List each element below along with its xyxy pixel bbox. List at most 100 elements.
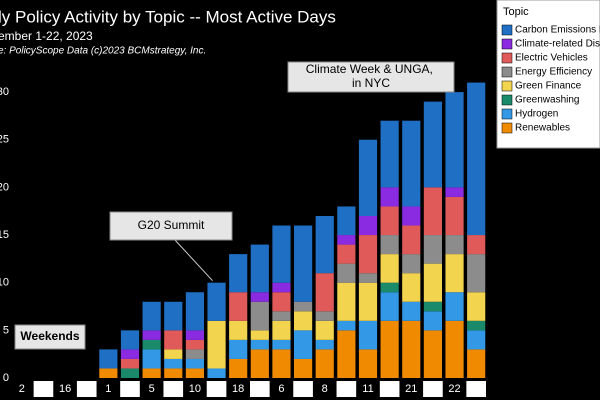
bar-segment — [120, 349, 140, 359]
annotation-line-text: in NYC — [352, 76, 390, 90]
legend-swatch — [501, 108, 513, 120]
x-tick-label: 1 — [105, 383, 111, 395]
bar-segment — [467, 235, 486, 255]
legend-label: Electric Vehicles — [515, 53, 588, 64]
legend-swatch — [501, 66, 513, 78]
x-label-box — [185, 381, 205, 397]
legend-swatch — [501, 94, 513, 106]
bar-segment — [185, 368, 204, 378]
bar-segment — [423, 311, 442, 331]
bar-segment — [380, 292, 399, 321]
chart-title: ly Policy Activity by Topic -- Most Acti… — [0, 7, 336, 26]
annotation-text: Weekends — [20, 329, 79, 343]
bar-segment — [423, 330, 442, 378]
legend-label: Carbon Emissions R — [515, 25, 600, 36]
bar-segment — [315, 339, 334, 350]
y-tick-label: 25 — [0, 134, 9, 146]
bar-segment — [380, 187, 399, 207]
annotation-box — [109, 211, 233, 241]
source: e: PolicyScope Data (c)2023 BCMstrategy,… — [0, 46, 206, 57]
bar-segment — [272, 282, 291, 293]
bar-segment — [445, 196, 464, 236]
bar-segment — [402, 301, 421, 321]
bar-segment — [423, 263, 442, 302]
bar-segment — [120, 358, 140, 369]
bar-segment — [185, 349, 204, 359]
bar-segment — [337, 244, 356, 264]
bar-segment — [120, 330, 140, 350]
x-tick-label: 2 — [19, 383, 25, 395]
x-tick-label: 22 — [448, 383, 460, 395]
y-tick-label: 20 — [0, 181, 9, 193]
bar-segment — [445, 254, 464, 293]
bar-segment — [358, 139, 378, 216]
x-label-box — [33, 381, 54, 397]
legend-swatch — [501, 38, 513, 50]
bar-segment — [445, 92, 464, 188]
bar-segment — [380, 206, 399, 236]
bar-segment — [207, 320, 226, 369]
x-label-box — [423, 381, 443, 397]
bar-segment — [294, 311, 313, 331]
bar-segment — [272, 320, 291, 340]
y-tick-label: 5 — [3, 324, 9, 336]
x-label-box — [379, 381, 400, 397]
bar-segment — [358, 320, 378, 350]
bar-segment — [120, 368, 140, 378]
bar-segment — [229, 358, 248, 378]
bar-segment — [250, 349, 269, 378]
bar-segment — [185, 339, 204, 350]
bar-segment — [402, 120, 421, 207]
bar-segment — [272, 225, 291, 283]
bar-segment — [164, 368, 183, 378]
bar-segment — [380, 235, 399, 255]
x-label-box — [55, 381, 75, 397]
bar-segment — [402, 225, 421, 255]
bar-segment — [229, 320, 248, 340]
bar-segment — [229, 254, 248, 293]
bar-segment — [142, 368, 161, 378]
bar-segment — [250, 292, 269, 302]
bar-segment — [99, 349, 118, 369]
bar-segment — [402, 206, 421, 226]
bar-segment — [229, 339, 248, 359]
chart-subtitle: ember 1-22, 2023 — [0, 29, 93, 43]
bar-segment — [467, 82, 486, 236]
x-label-box — [358, 381, 378, 397]
bar-segment — [250, 244, 269, 293]
bar-segment — [445, 292, 464, 321]
x-label-box — [98, 381, 119, 397]
x-label-box — [293, 381, 313, 397]
x-label-box — [250, 381, 270, 397]
bar-segment — [315, 320, 334, 340]
x-label-box — [120, 381, 140, 397]
bar-segment — [315, 215, 334, 274]
legend-title: Topic — [503, 6, 529, 18]
annotation-line — [174, 239, 213, 282]
x-tick-label: 21 — [405, 383, 417, 395]
bar-segment — [445, 235, 464, 255]
x-label-box — [141, 381, 162, 397]
bar-segment — [294, 225, 313, 302]
bar-segment — [380, 282, 399, 293]
bar-segment — [358, 273, 378, 283]
x-label-box — [12, 381, 32, 397]
x-tick-label: 16 — [59, 383, 71, 395]
bar-segment — [142, 301, 161, 331]
bar-segment — [272, 292, 291, 312]
bar-segment — [185, 358, 204, 369]
bar-segment — [185, 330, 204, 340]
legend-swatch — [501, 122, 513, 134]
bar-segment — [467, 349, 486, 378]
bar-segment — [337, 282, 356, 321]
bar-segment — [142, 349, 161, 369]
bar-segment — [207, 282, 226, 321]
y-tick-label: 10 — [0, 277, 9, 289]
x-label-box — [271, 381, 292, 397]
x-label-box — [206, 381, 227, 397]
bar-segment — [207, 368, 226, 378]
bar-segment — [402, 320, 421, 378]
bar-segment — [380, 120, 399, 188]
bar-segment — [272, 349, 291, 378]
bar-segment — [467, 292, 486, 321]
